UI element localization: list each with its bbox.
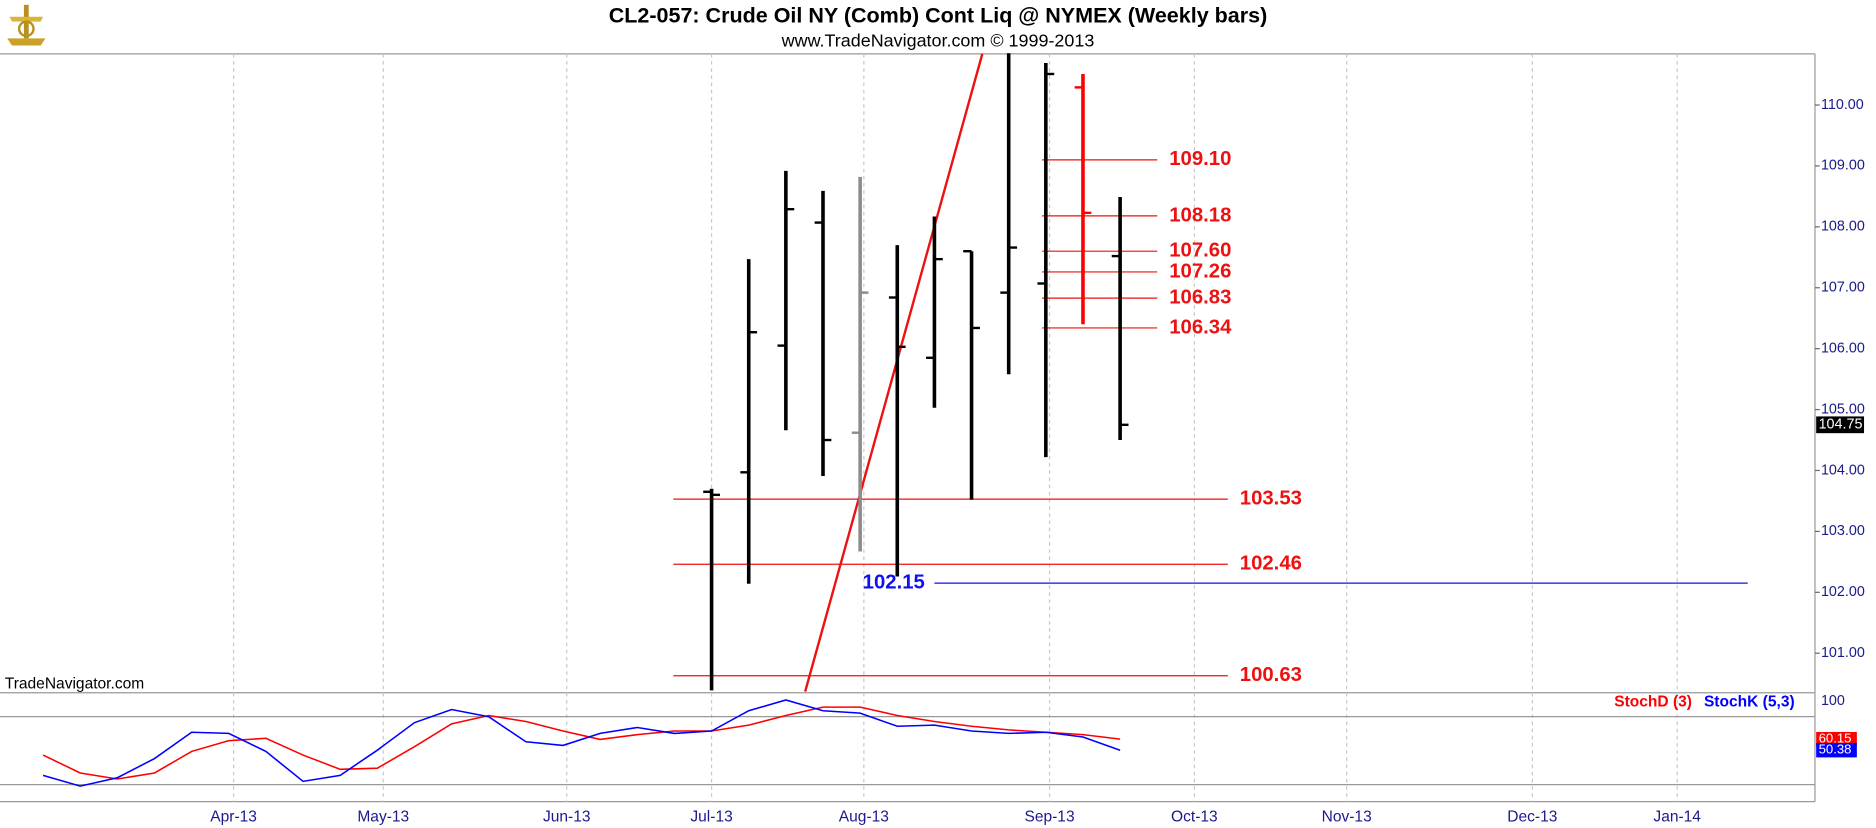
x-tick-label: Dec-13	[1507, 808, 1557, 825]
y-tick-label: 105.00	[1821, 401, 1865, 417]
last-price-label: 104.75	[1819, 417, 1863, 433]
watermark: TradeNavigator.com	[5, 676, 144, 693]
x-tick-label: Apr-13	[210, 808, 257, 825]
legend-entry: StochD (3)	[1614, 693, 1692, 710]
y-tick-label: 107.00	[1821, 280, 1865, 296]
level-label: 107.60	[1169, 240, 1231, 262]
series-line	[42, 706, 1121, 780]
level-label: 102.46	[1240, 553, 1302, 575]
level-label: 100.63	[1240, 664, 1302, 686]
level-label: 109.10	[1169, 148, 1231, 170]
legend-entry: StochK (5,3)	[1704, 693, 1795, 710]
x-tick-label: Nov-13	[1322, 808, 1372, 825]
trend-line	[804, 53, 984, 692]
last-value-box	[1816, 743, 1857, 758]
level-label: 103.53	[1240, 487, 1302, 509]
chart-title: CL2-057: Crude Oil NY (Comb) Cont Liq @ …	[609, 3, 1268, 27]
last-value-label: 60.15	[1819, 731, 1852, 746]
y-tick-label: 101.00	[1821, 645, 1865, 661]
last-price-box	[1816, 416, 1865, 434]
level-label: 106.83	[1169, 286, 1231, 308]
y-tick-label: 100	[1821, 693, 1845, 709]
x-tick-label: Aug-13	[839, 808, 889, 825]
chart-subtitle: www.TradeNavigator.com © 1999-2013	[781, 31, 1095, 51]
y-tick-label: 103.00	[1821, 523, 1865, 539]
y-tick-label: 110.00	[1821, 97, 1864, 113]
level-label: 107.26	[1169, 260, 1231, 282]
x-tick-label: Jan-14	[1653, 808, 1701, 825]
last-value-label: 50.38	[1819, 742, 1852, 757]
x-tick-label: Oct-13	[1171, 808, 1218, 825]
y-tick-label: 102.00	[1821, 584, 1865, 600]
y-tick-label: 104.00	[1821, 462, 1865, 478]
last-value-box	[1816, 731, 1857, 747]
x-tick-label: Jul-13	[690, 808, 732, 825]
x-tick-label: Sep-13	[1024, 808, 1074, 825]
level-label: 108.18	[1169, 204, 1231, 226]
y-tick-label: 106.00	[1821, 340, 1865, 356]
logo	[7, 4, 46, 46]
y-tick-label: 108.00	[1821, 219, 1865, 235]
level-label: 102.15	[863, 572, 925, 594]
series-line	[42, 699, 1121, 787]
x-tick-label: Jun-13	[543, 808, 591, 825]
x-tick-label: May-13	[357, 808, 409, 825]
level-label: 106.34	[1169, 316, 1232, 338]
y-tick-label: 109.00	[1821, 158, 1865, 174]
